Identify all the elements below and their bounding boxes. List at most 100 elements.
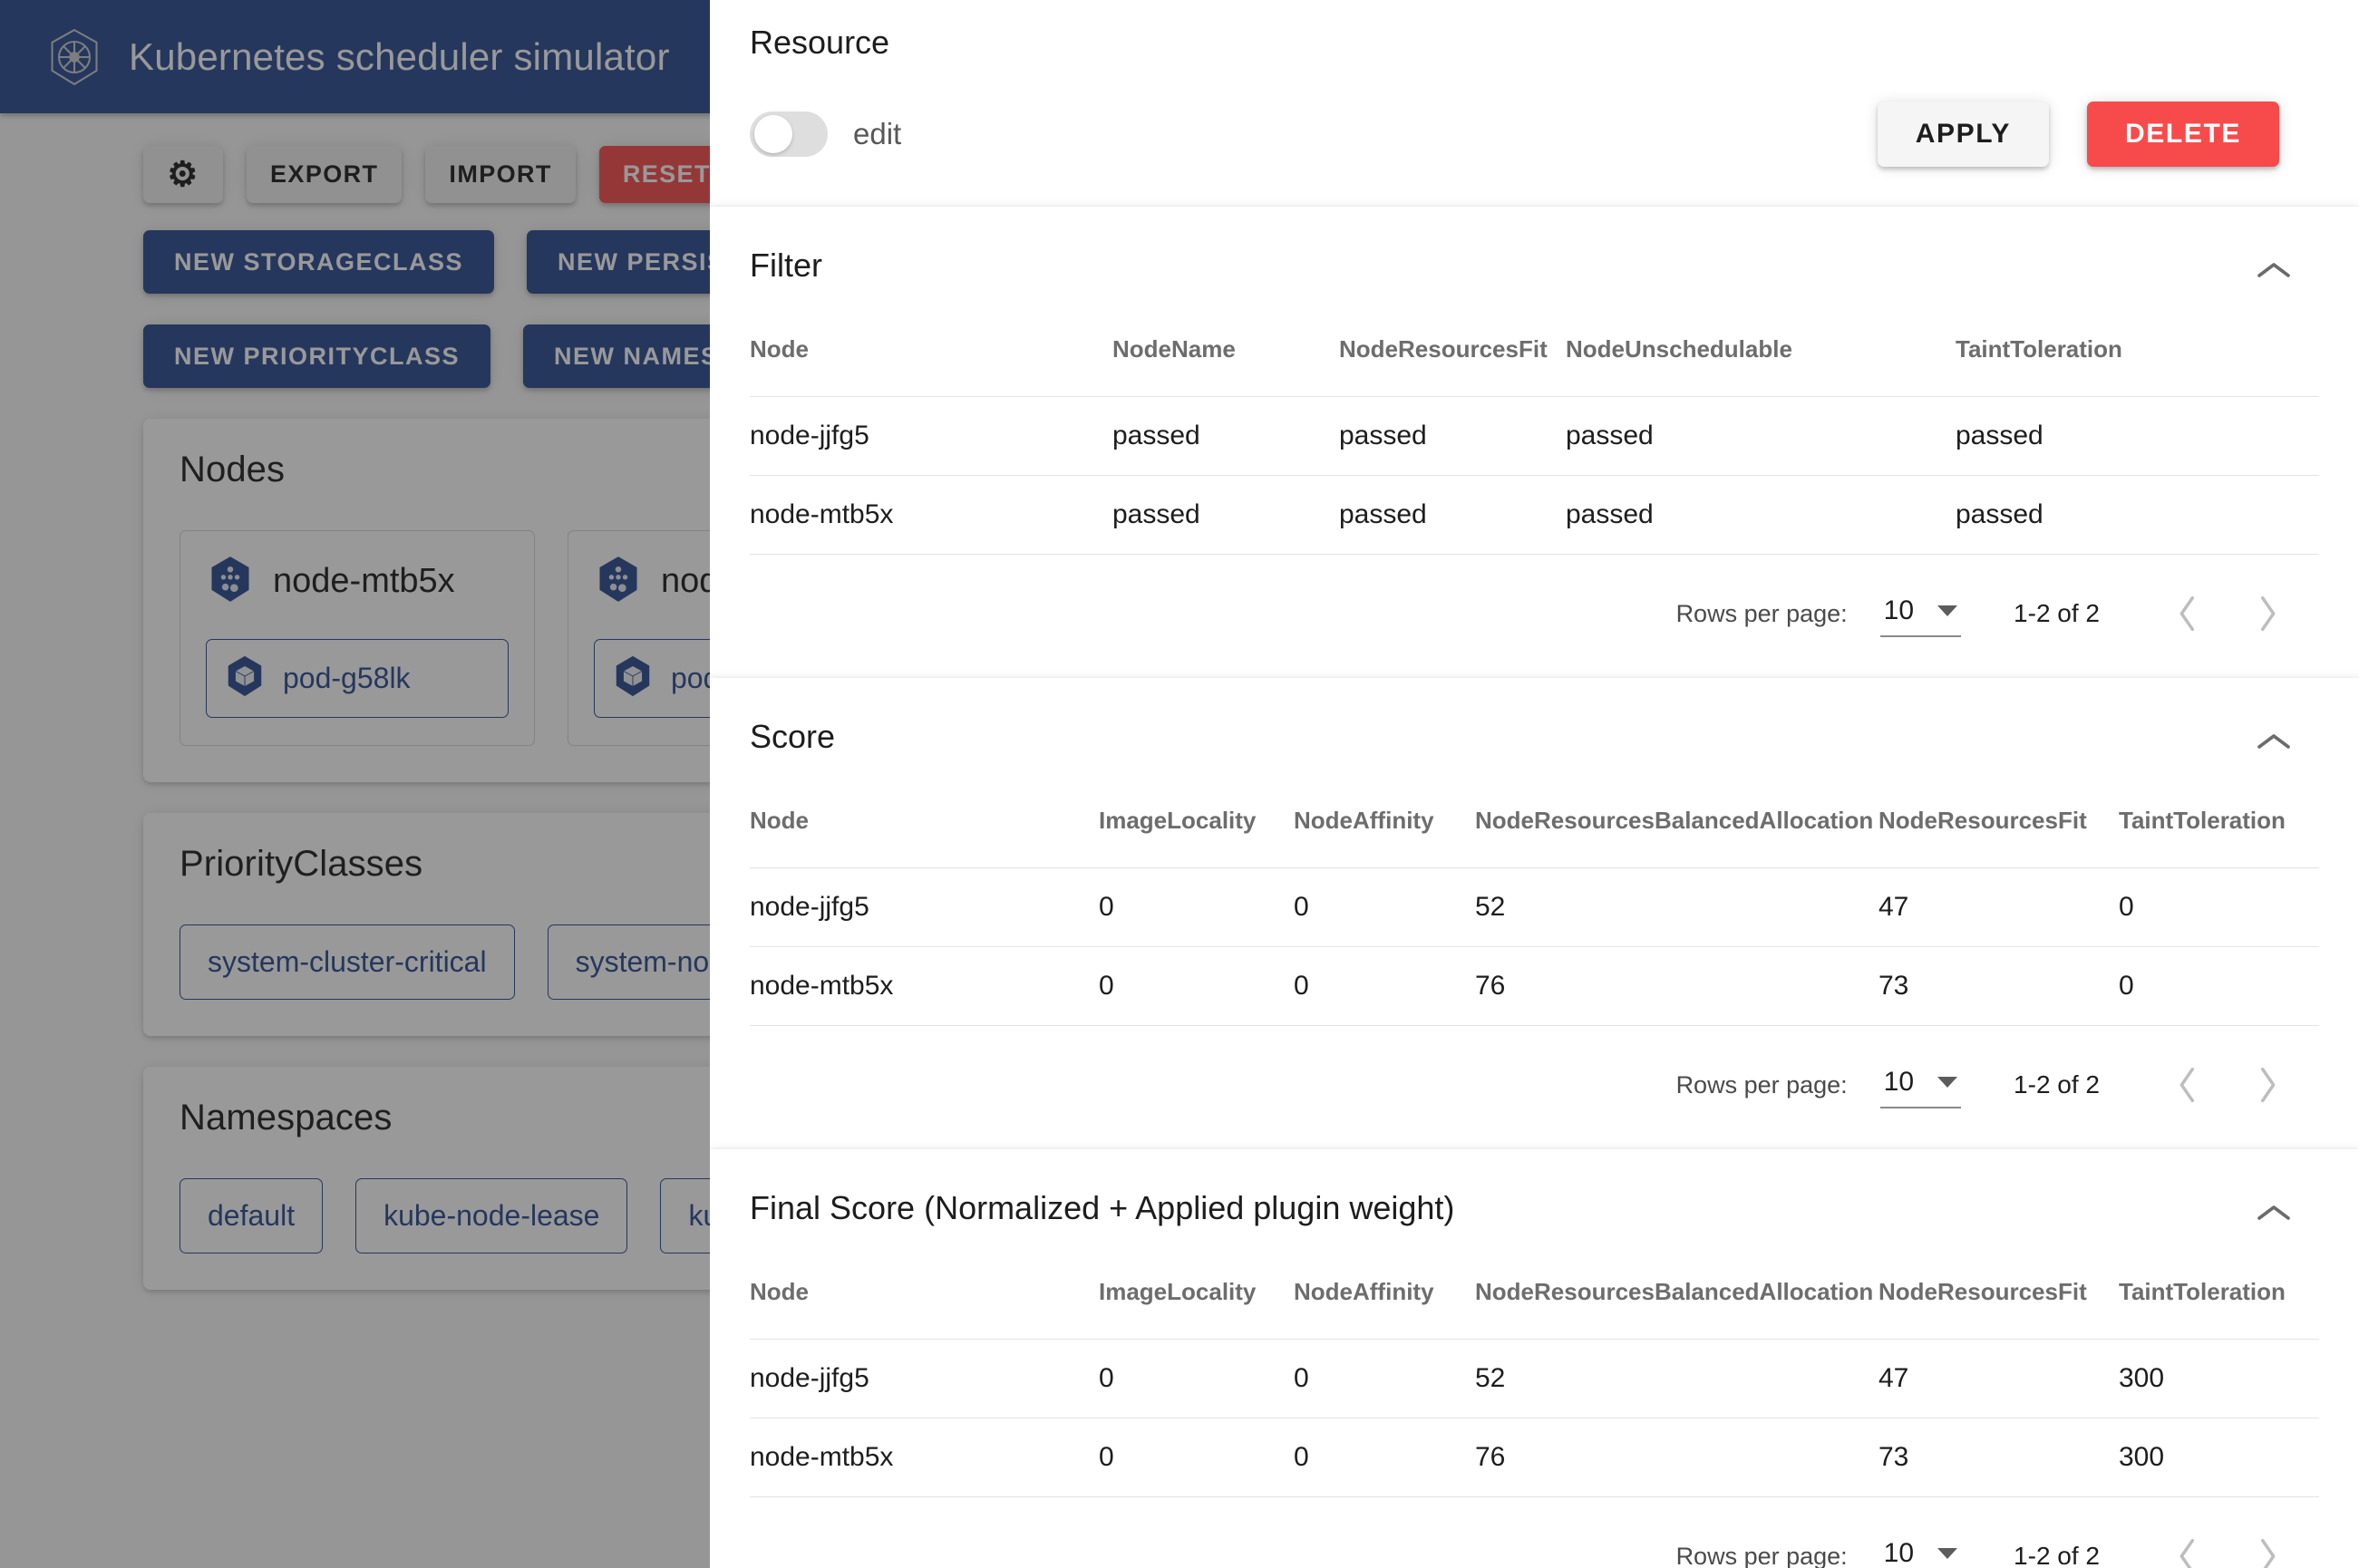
kubernetes-pod-icon (611, 654, 655, 702)
filter-section-head: Filter (750, 247, 2319, 294)
chevron-left-icon[interactable] (2160, 1057, 2216, 1113)
cell: 47 (1878, 892, 1909, 922)
rows-per-page-value: 10 (1883, 595, 1915, 625)
filter-col-node: Node (750, 335, 809, 363)
cell: 0 (2119, 892, 2134, 922)
page-range: 1-2 of 2 (2014, 1542, 2100, 1568)
filter-card: Filter Node NodeName NodeResourcesFit No… (710, 207, 2359, 678)
cell: 300 (2119, 1442, 2165, 1472)
final-score-col-nodeaffinity: NodeAffinity (1294, 1278, 1434, 1305)
resource-detail-panel: Resource edit APPLY DELETE Filter (710, 0, 2359, 1568)
final-score-section: Final Score (Normalized + Applied plugin… (710, 1149, 2359, 1568)
settings-button[interactable]: ⚙ (143, 146, 223, 203)
edit-toggle[interactable] (750, 111, 828, 157)
nodes-card-title: Nodes (180, 450, 286, 489)
chevron-left-icon[interactable] (2160, 1528, 2216, 1568)
apply-button[interactable]: APPLY (1877, 102, 2050, 167)
page-range: 1-2 of 2 (2014, 1070, 2100, 1099)
score-col-noderesourcesfit: NodeResourcesFit (1878, 807, 2087, 834)
score-table-header-row: Node ImageLocality NodeAffinity NodeReso… (750, 807, 2319, 868)
import-button[interactable]: IMPORT (425, 146, 576, 203)
chevron-up-icon[interactable] (2250, 1189, 2297, 1236)
cell: 73 (1878, 971, 1909, 1001)
score-table: Node ImageLocality NodeAffinity NodeReso… (750, 807, 2319, 1026)
namespaces-card-title: Namespaces (180, 1098, 393, 1137)
cell: passed (1956, 499, 2043, 529)
cell: 0 (1294, 971, 1309, 1001)
cell: 76 (1475, 1442, 1506, 1472)
delete-button[interactable]: DELETE (2087, 102, 2279, 167)
chevron-right-icon[interactable] (2239, 1528, 2296, 1568)
toolbar: ⚙ EXPORT IMPORT RESET (0, 146, 2359, 203)
cell: passed (1566, 499, 1654, 529)
table-row: node-jjfg5 0 0 52 47 300 (750, 1339, 2319, 1418)
namespace-chip[interactable]: kube-node-lease (355, 1178, 628, 1253)
score-col-nodeaffinity: NodeAffinity (1294, 807, 1434, 834)
final-score-col-node: Node (750, 1278, 809, 1305)
cell: 0 (1294, 1363, 1309, 1393)
cell: 47 (1878, 1363, 1909, 1393)
cell: 0 (1099, 971, 1114, 1001)
filter-col-tainttoleration: TaintToleration (1956, 335, 2122, 363)
score-col-node: Node (750, 807, 809, 834)
chevron-down-icon (1937, 605, 1958, 616)
filter-col-noderesourcesfit: NodeResourcesFit (1339, 335, 1548, 363)
table-row: node-jjfg5 0 0 52 47 0 (750, 867, 2319, 947)
chevron-left-icon[interactable] (2160, 586, 2216, 642)
cell: 0 (1294, 892, 1309, 922)
cell: node-mtb5x (750, 971, 894, 1001)
node-name: node-mtb5x (273, 562, 455, 600)
chevron-up-icon[interactable] (2250, 247, 2297, 294)
final-score-card: Final Score (Normalized + Applied plugin… (710, 1149, 2359, 1568)
cell: 0 (2119, 971, 2134, 1001)
namespace-chip[interactable]: default (180, 1178, 324, 1253)
rows-per-page-select[interactable]: 10 (1879, 1061, 1962, 1108)
export-button[interactable]: EXPORT (247, 146, 403, 203)
score-section-title: Score (750, 718, 836, 755)
kubernetes-node-icon (594, 555, 643, 608)
score-card: Score Node ImageLocality NodeAffinity No… (710, 678, 2359, 1149)
chevron-right-icon[interactable] (2239, 586, 2296, 642)
cell: passed (1112, 499, 1200, 529)
filter-section: Filter Node NodeName NodeResourcesFit No… (710, 207, 2359, 678)
panel-header-controls: edit APPLY DELETE (750, 102, 2319, 167)
cell: passed (1566, 421, 1654, 450)
cell: passed (1339, 499, 1427, 529)
final-score-col-tainttoleration: TaintToleration (2119, 1278, 2286, 1305)
priorityclass-chip[interactable]: system-cluster-critical (180, 924, 515, 1000)
score-col-imagelocality: ImageLocality (1099, 807, 1257, 834)
edit-toggle-knob (754, 115, 792, 153)
rows-per-page-label: Rows per page: (1675, 599, 1848, 627)
cell: node-jjfg5 (750, 421, 869, 450)
kubernetes-helm-icon (44, 26, 105, 88)
final-score-col-imagelocality: ImageLocality (1099, 1278, 1257, 1305)
rows-per-page-select[interactable]: 10 (1879, 590, 1962, 637)
new-priorityclass-button[interactable]: NEW PRIORITYCLASS (143, 324, 491, 388)
score-col-tainttoleration: TaintToleration (2119, 807, 2286, 834)
rows-per-page-label: Rows per page: (1675, 1070, 1848, 1099)
filter-pagination: Rows per page: 10 1-2 of 2 (750, 555, 2319, 678)
cell: 300 (2119, 1363, 2165, 1393)
node-card[interactable]: node-mtb5x (180, 530, 535, 746)
cell: 0 (1099, 1442, 1114, 1472)
pod-name: pod-g58lk (283, 662, 411, 694)
rows-per-page-value: 10 (1883, 1067, 1915, 1097)
score-pagination: Rows per page: 10 1-2 of 2 (750, 1026, 2319, 1149)
cell: node-jjfg5 (750, 1363, 869, 1393)
pod-chip[interactable]: pod-g58lk (206, 639, 509, 718)
cell: 73 (1878, 1442, 1909, 1472)
kubernetes-node-icon (206, 555, 255, 608)
table-row: node-mtb5x 0 0 76 73 0 (750, 946, 2319, 1026)
panel-header-card: Resource edit APPLY DELETE (710, 0, 2359, 207)
edit-toggle-label: edit (853, 117, 902, 150)
final-score-section-head: Final Score (Normalized + Applied plugin… (750, 1189, 2319, 1236)
new-storageclass-button[interactable]: NEW STORAGECLASS (143, 230, 495, 294)
cell: passed (1339, 421, 1427, 450)
chevron-up-icon[interactable] (2250, 718, 2297, 765)
final-score-pagination: Rows per page: 10 1-2 of 2 (750, 1497, 2319, 1568)
chevron-right-icon[interactable] (2239, 1057, 2296, 1113)
rows-per-page-select[interactable]: 10 (1880, 1533, 1961, 1568)
panel-title: Resource (750, 24, 890, 61)
node-header: node-mtb5x (206, 555, 509, 608)
